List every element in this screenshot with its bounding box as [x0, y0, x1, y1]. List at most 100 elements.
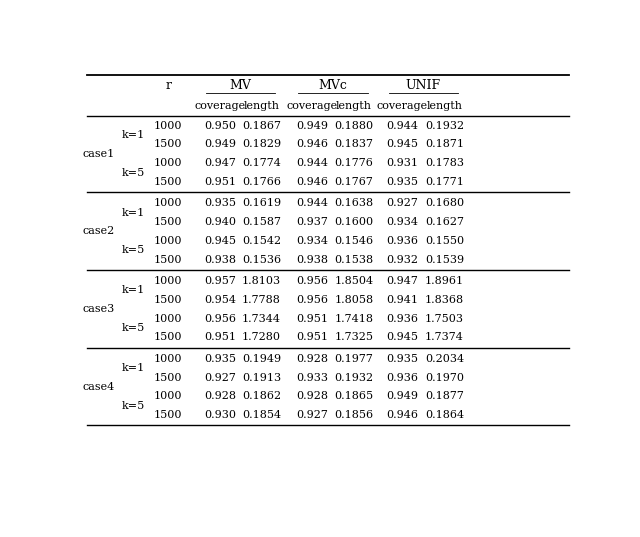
Text: 0.1771: 0.1771	[425, 177, 464, 187]
Text: 0.1880: 0.1880	[334, 120, 373, 130]
Text: 1.8368: 1.8368	[425, 295, 464, 305]
Text: 0.945: 0.945	[387, 332, 419, 343]
Text: 0.941: 0.941	[387, 295, 419, 305]
Text: 0.1932: 0.1932	[334, 373, 373, 382]
Text: 0.1877: 0.1877	[425, 391, 464, 401]
Text: 0.1600: 0.1600	[334, 217, 373, 227]
Text: 1000: 1000	[154, 391, 182, 401]
Text: 0.944: 0.944	[296, 158, 328, 168]
Text: k=1: k=1	[122, 285, 145, 295]
Text: 0.1774: 0.1774	[242, 158, 281, 168]
Text: 0.1550: 0.1550	[425, 236, 464, 246]
Text: 0.956: 0.956	[296, 295, 328, 305]
Text: 0.928: 0.928	[204, 391, 236, 401]
Text: 0.1783: 0.1783	[425, 158, 464, 168]
Text: 0.938: 0.938	[296, 255, 328, 265]
Text: 0.927: 0.927	[296, 410, 328, 420]
Text: 0.1856: 0.1856	[334, 410, 373, 420]
Text: 0.956: 0.956	[204, 314, 236, 324]
Text: 0.934: 0.934	[387, 217, 419, 227]
Text: 0.936: 0.936	[387, 314, 419, 324]
Text: 0.1932: 0.1932	[425, 120, 464, 130]
Text: 1000: 1000	[154, 276, 182, 286]
Text: 1000: 1000	[154, 314, 182, 324]
Text: 1000: 1000	[154, 120, 182, 130]
Text: 1000: 1000	[154, 354, 182, 364]
Text: 0.946: 0.946	[296, 177, 328, 187]
Text: 0.1829: 0.1829	[242, 139, 281, 149]
Text: 1.7418: 1.7418	[334, 314, 373, 324]
Text: 0.945: 0.945	[204, 236, 236, 246]
Text: 0.1970: 0.1970	[425, 373, 464, 382]
Text: length: length	[336, 101, 372, 111]
Text: k=5: k=5	[122, 168, 145, 178]
Text: 0.949: 0.949	[204, 139, 236, 149]
Text: coverage: coverage	[377, 101, 428, 111]
Text: 0.946: 0.946	[387, 410, 419, 420]
Text: coverage: coverage	[287, 101, 338, 111]
Text: 0.1539: 0.1539	[425, 255, 464, 265]
Text: 0.945: 0.945	[387, 139, 419, 149]
Text: 0.1538: 0.1538	[334, 255, 373, 265]
Text: 1500: 1500	[154, 295, 182, 305]
Text: 1.8058: 1.8058	[334, 295, 373, 305]
Text: 0.2034: 0.2034	[425, 354, 464, 364]
Text: 1000: 1000	[154, 236, 182, 246]
Text: 0.949: 0.949	[296, 120, 328, 130]
Text: 0.1862: 0.1862	[242, 391, 281, 401]
Text: 0.944: 0.944	[296, 198, 328, 208]
Text: 0.1854: 0.1854	[242, 410, 281, 420]
Text: 0.1871: 0.1871	[425, 139, 464, 149]
Text: 1000: 1000	[154, 158, 182, 168]
Text: k=1: k=1	[122, 130, 145, 140]
Text: 1.8103: 1.8103	[242, 276, 281, 286]
Text: k=5: k=5	[122, 401, 145, 411]
Text: 0.1638: 0.1638	[334, 198, 373, 208]
Text: 0.930: 0.930	[204, 410, 236, 420]
Text: 0.1680: 0.1680	[425, 198, 464, 208]
Text: case4: case4	[83, 382, 115, 392]
Text: case1: case1	[83, 149, 115, 159]
Text: 0.1619: 0.1619	[242, 198, 281, 208]
Text: 0.931: 0.931	[387, 158, 419, 168]
Text: r: r	[165, 79, 172, 92]
Text: 0.935: 0.935	[387, 354, 419, 364]
Text: 0.1977: 0.1977	[334, 354, 373, 364]
Text: coverage: coverage	[195, 101, 245, 111]
Text: 0.1864: 0.1864	[425, 410, 464, 420]
Text: 0.951: 0.951	[296, 314, 328, 324]
Text: 1500: 1500	[154, 410, 182, 420]
Text: 0.1627: 0.1627	[425, 217, 464, 227]
Text: 1.7788: 1.7788	[242, 295, 281, 305]
Text: 0.935: 0.935	[387, 177, 419, 187]
Text: 0.1865: 0.1865	[334, 391, 373, 401]
Text: case3: case3	[83, 304, 115, 314]
Text: 0.938: 0.938	[204, 255, 236, 265]
Text: k=1: k=1	[122, 208, 145, 217]
Text: MVc: MVc	[319, 79, 348, 92]
Text: 0.928: 0.928	[296, 354, 328, 364]
Text: 0.1587: 0.1587	[242, 217, 281, 227]
Text: 1.7325: 1.7325	[334, 332, 373, 343]
Text: 0.1949: 0.1949	[242, 354, 281, 364]
Text: length: length	[427, 101, 463, 111]
Text: 0.1776: 0.1776	[334, 158, 373, 168]
Text: 0.951: 0.951	[204, 332, 236, 343]
Text: 1000: 1000	[154, 198, 182, 208]
Text: 1500: 1500	[154, 373, 182, 382]
Text: 0.947: 0.947	[204, 158, 236, 168]
Text: 0.936: 0.936	[387, 373, 419, 382]
Text: case2: case2	[83, 227, 115, 236]
Text: 0.946: 0.946	[296, 139, 328, 149]
Text: 0.1767: 0.1767	[334, 177, 373, 187]
Text: 0.1766: 0.1766	[242, 177, 281, 187]
Text: k=5: k=5	[122, 245, 145, 255]
Text: 0.1542: 0.1542	[242, 236, 281, 246]
Text: 0.1837: 0.1837	[334, 139, 373, 149]
Text: 1500: 1500	[154, 332, 182, 343]
Text: 0.1536: 0.1536	[242, 255, 281, 265]
Text: 0.944: 0.944	[387, 120, 419, 130]
Text: 1.7374: 1.7374	[425, 332, 464, 343]
Text: 0.936: 0.936	[387, 236, 419, 246]
Text: 1.8961: 1.8961	[425, 276, 464, 286]
